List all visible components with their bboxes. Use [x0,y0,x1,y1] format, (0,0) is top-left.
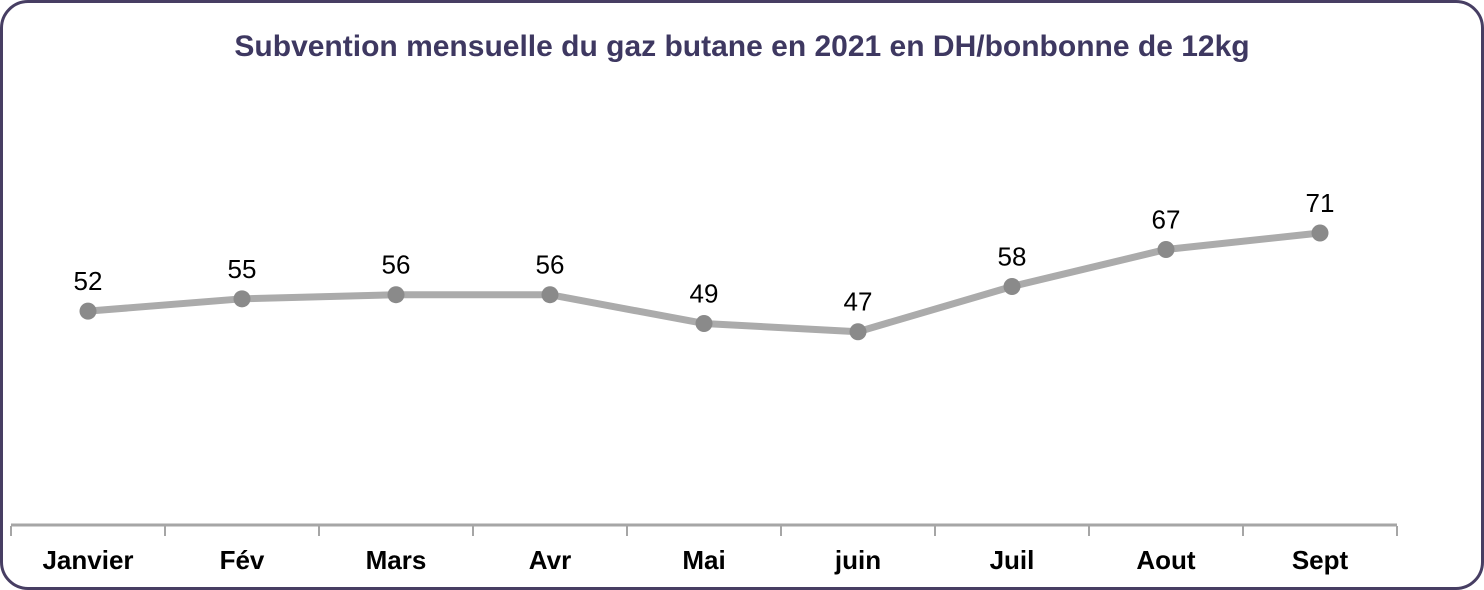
data-point-label: 58 [998,241,1027,271]
line-chart-svg: 52 Janvier 55 Fév 56 Mars 56 Avr 49 Mai 47 juin 58 Ju… [10,188,1398,575]
data-point [387,286,405,304]
data-point [849,323,867,341]
data-point-label: 67 [1152,204,1181,234]
data-point-label: 49 [690,278,719,308]
x-axis-label: Sept [1292,545,1349,575]
data-point-label: 52 [74,266,103,296]
chart-title: Subvention mensuelle du gaz butane en 20… [234,30,1250,63]
x-axis-label: Juil [990,545,1035,575]
data-point [541,286,559,304]
data-point [233,290,251,308]
x-axis-label: Mars [366,545,427,575]
data-point [79,302,97,320]
x-axis-label: Janvier [42,545,133,575]
data-point [1311,224,1329,242]
x-axis-label: Fév [220,545,265,575]
data-point [1157,240,1175,258]
data-point-label: 56 [382,250,411,280]
data-point [1003,277,1021,295]
data-point-label: 55 [228,254,257,284]
data-point [695,314,713,332]
data-point-label: 47 [844,287,873,317]
x-axis-label: Mai [682,545,725,575]
x-axis-label: juin [834,545,881,575]
x-axis-label: Avr [529,545,571,575]
x-axis-label: Aout [1136,545,1196,575]
data-point-label: 56 [536,250,565,280]
data-point-label: 71 [1306,188,1335,218]
